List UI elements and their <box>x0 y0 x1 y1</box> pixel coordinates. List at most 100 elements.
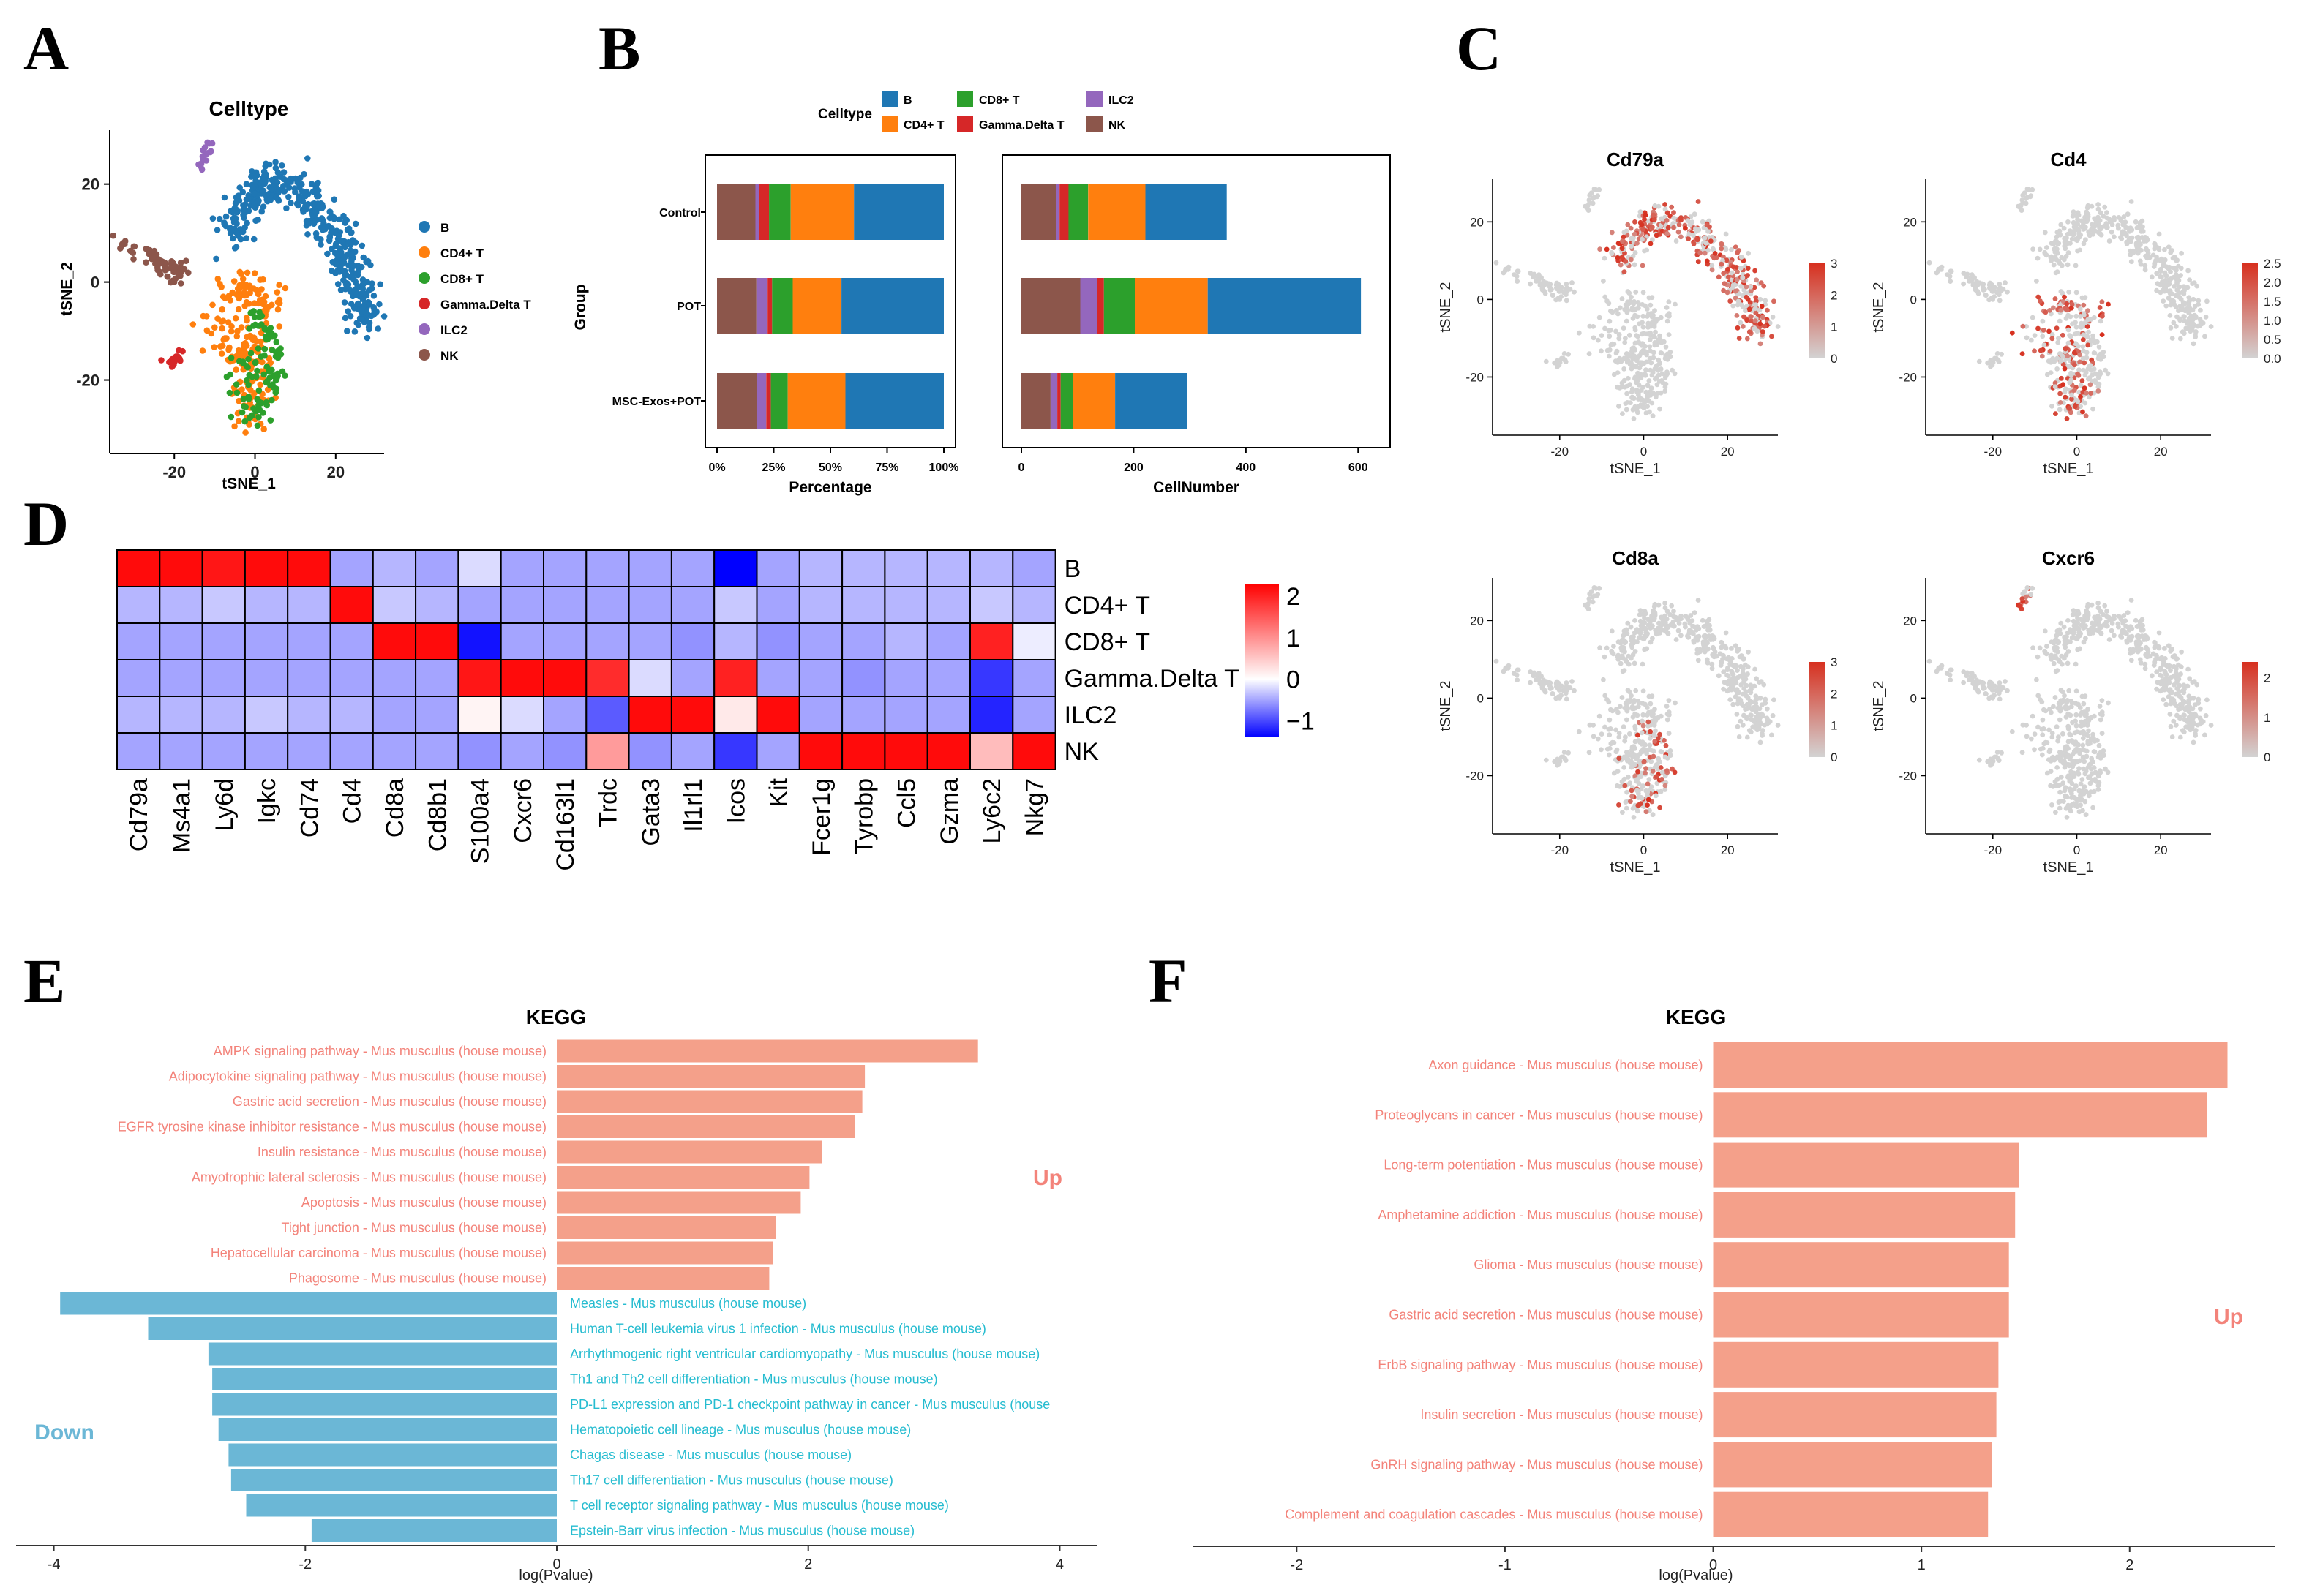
panel-c-point <box>1635 704 1641 709</box>
panel-a-point <box>179 265 185 271</box>
panel-a-xtick-label: -20 <box>162 463 186 481</box>
panel-c-point <box>2042 628 2048 634</box>
panel-a-point <box>219 306 226 313</box>
panel-c-point <box>1735 697 1741 703</box>
panel-c-xtick-label: -20 <box>1983 843 2002 857</box>
panel-c-point <box>1635 769 1640 775</box>
panel-c-point <box>1662 384 1668 390</box>
panel-c-point <box>1648 759 1654 764</box>
panel-c-point <box>2120 631 2125 636</box>
panel-c-point <box>1601 278 1606 284</box>
panel-c-colorbar-label: 3 <box>1831 655 1837 669</box>
panel-c-point <box>1627 780 1633 786</box>
panel-c-point <box>2076 766 2082 771</box>
panel-c-point <box>2159 673 2164 679</box>
panel-c-point <box>2065 630 2071 636</box>
panel-a-point <box>146 250 152 257</box>
panel-c-point <box>1629 395 1635 401</box>
panel-c-point <box>2105 769 2111 775</box>
panel-c-point <box>1586 750 1592 756</box>
panel-c-point <box>2102 603 2108 609</box>
panel-c-point <box>2191 321 2196 327</box>
panel-c-point <box>2194 682 2200 688</box>
panel-c-point <box>2191 739 2196 745</box>
panel-e: KEGG AMPK signaling pathway - Mus muscul… <box>16 1006 1097 1584</box>
panel-d-cell <box>287 622 331 660</box>
panel-c-point <box>1616 336 1622 342</box>
panel-d-cell <box>798 696 844 734</box>
panel-c-point <box>1744 693 1749 699</box>
panel-a-point <box>154 265 161 271</box>
panel-c-point <box>2049 404 2054 409</box>
panel-a-point <box>255 290 262 298</box>
panel-c-point <box>1536 272 1542 278</box>
panel-c-point <box>2090 805 2096 810</box>
panel-d-col-label: Tyrobp <box>850 778 878 854</box>
panel-c-point <box>1616 802 1621 808</box>
panel-a-point <box>244 334 250 341</box>
panel-c-point <box>2028 193 2034 199</box>
panel-c-point <box>2144 644 2149 650</box>
panel-c-point <box>2047 308 2052 313</box>
panel-a-point <box>223 373 230 380</box>
panel-a-point <box>347 251 353 258</box>
panel-a-point <box>189 321 197 328</box>
panel-c-point <box>1673 637 1679 642</box>
panel-e-bar-label: Amyotrophic lateral sclerosis - Mus musc… <box>192 1170 547 1185</box>
panel-c-point <box>1734 663 1739 669</box>
panel-c-point <box>2100 712 2105 718</box>
panel-c-point <box>2099 731 2105 736</box>
panel-c-point <box>1610 309 1615 315</box>
panel-c-point <box>2084 753 2090 759</box>
panel-d-cell <box>1012 696 1056 734</box>
panel-c-point <box>1982 287 1987 293</box>
panel-d-cell <box>713 659 758 697</box>
panel-c-point <box>1637 353 1643 358</box>
panel-d-cell <box>457 696 502 734</box>
panel-a-point <box>200 312 207 320</box>
panel-c-point <box>1613 328 1618 334</box>
panel-c-point <box>2128 259 2134 265</box>
panel-d-cell <box>756 659 800 697</box>
panel-a-point <box>333 250 340 257</box>
panel-d-cell <box>798 732 844 770</box>
panel-c-point <box>1752 318 1758 324</box>
panel-c-point <box>2128 237 2133 243</box>
panel-c-point <box>2077 359 2083 365</box>
panel-e-bar-label: Hematopoietic cell lineage - Mus musculu… <box>570 1423 911 1437</box>
panel-e-bar-label: Human T-cell leukemia virus 1 infection … <box>570 1322 986 1336</box>
panel-c-point <box>1563 758 1569 763</box>
panel-e-bar-label: Insulin resistance - Mus musculus (house… <box>258 1145 547 1159</box>
panel-c-point <box>1743 308 1748 313</box>
panel-c-point <box>1743 707 1748 712</box>
panel-c-point <box>2167 676 2173 681</box>
panel-c-point <box>2101 350 2106 355</box>
panel-a-point <box>263 304 269 311</box>
panel-d-col-label: Fcer1g <box>808 778 836 856</box>
panel-c-point <box>1989 685 1995 691</box>
panel-c-colorbar-label: 1 <box>2264 711 2270 725</box>
panel-c-point <box>2176 707 2181 712</box>
panel-a-xlabel: tSNE_1 <box>222 475 276 492</box>
panel-c-point <box>1604 298 1610 304</box>
panel-c-point <box>2144 654 2150 660</box>
panel-c-point <box>1676 222 1682 227</box>
panel-c-point <box>1618 262 1624 268</box>
panel-c-point <box>1596 315 1602 320</box>
panel-a-point <box>250 308 258 315</box>
panel-c-point <box>1748 712 1754 718</box>
panel-c-point <box>1746 728 1752 734</box>
panel-c-point <box>2041 726 2046 731</box>
panel-c-point <box>1515 677 1520 682</box>
panel-c-point <box>1602 654 1607 660</box>
panel-a-point <box>258 208 266 215</box>
panel-a-point <box>218 350 225 357</box>
panel-c-point <box>2055 250 2060 256</box>
panel-c-point <box>2140 224 2145 230</box>
panel-c-point <box>1615 384 1620 390</box>
panel-c-point <box>1664 218 1670 223</box>
panel-c-point <box>1651 212 1656 218</box>
panel-c-point <box>1618 305 1623 311</box>
panel-c-point <box>1730 701 1736 707</box>
